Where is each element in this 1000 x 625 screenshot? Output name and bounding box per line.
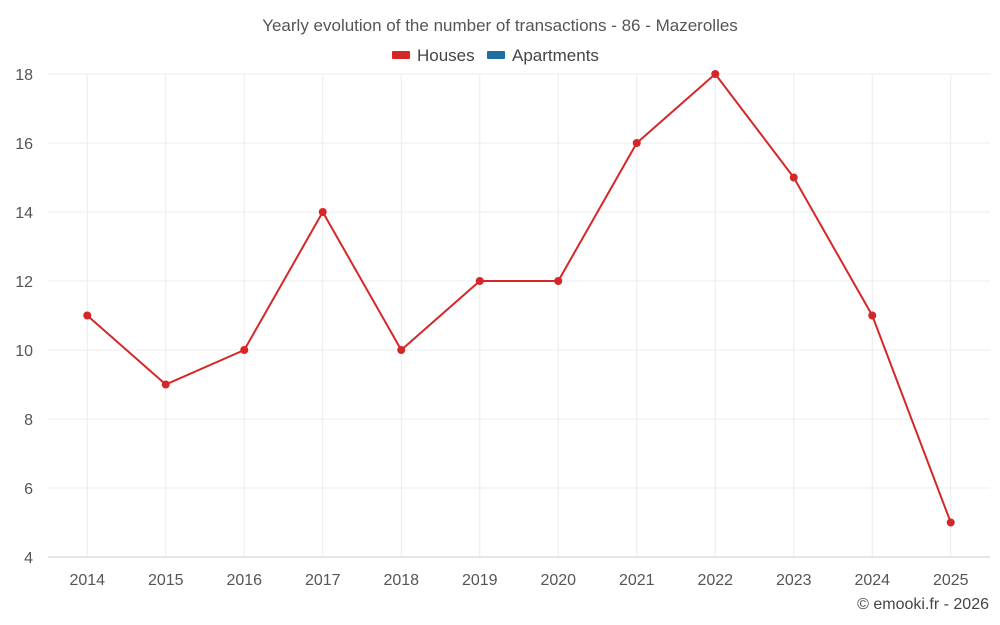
series-houses: [83, 70, 955, 527]
legend: Houses Apartments: [392, 46, 599, 65]
x-tick-label: 2024: [854, 572, 890, 589]
grid: [48, 73, 990, 558]
houses-point-2018[interactable]: [397, 346, 406, 354]
x-tick-label: 2019: [462, 572, 498, 589]
legend-item-apartments[interactable]: Apartments: [487, 46, 599, 65]
y-tick-label: 10: [15, 343, 33, 360]
y-tick-label: 8: [24, 412, 33, 429]
houses-point-2019[interactable]: [475, 277, 484, 285]
houses-point-2025[interactable]: [946, 518, 955, 527]
houses-point-2022[interactable]: [711, 70, 720, 78]
credit-text: © emooki.fr - 2026: [857, 596, 989, 613]
legend-swatch-houses: [392, 51, 410, 59]
y-tick-label: 12: [15, 274, 33, 291]
y-tick-label: 6: [24, 481, 33, 498]
houses-point-2015[interactable]: [161, 380, 170, 389]
houses-point-2024[interactable]: [868, 311, 877, 320]
x-tick-label: 2015: [148, 572, 184, 589]
legend-swatch-apartments: [487, 51, 505, 59]
houses-line: [86, 73, 952, 523]
legend-item-houses[interactable]: Houses: [392, 46, 475, 65]
houses-point-2020[interactable]: [554, 277, 563, 285]
houses-point-2017[interactable]: [318, 208, 327, 216]
x-tick-label: 2016: [226, 572, 262, 589]
x-tick-label: 2025: [933, 572, 969, 589]
houses-point-2016[interactable]: [240, 346, 249, 354]
legend-label-apartments: Apartments: [512, 46, 599, 65]
x-tick-label: 2022: [697, 572, 733, 589]
x-tick-label: 2017: [305, 572, 341, 589]
x-tick-label: 2018: [383, 572, 419, 589]
y-tick-label: 4: [24, 550, 33, 567]
legend-label-houses: Houses: [417, 46, 475, 65]
y-axis: 4 6 8 10 12 14 16 18: [15, 67, 33, 567]
x-tick-label: 2020: [540, 572, 576, 589]
x-axis: 2014 2015 2016 2017 2018 2019 2020 2021 2022 2023…: [69, 572, 968, 589]
houses-point-2014[interactable]: [83, 311, 92, 320]
x-tick-label: 2021: [619, 572, 655, 589]
x-tick-label: 2023: [776, 572, 812, 589]
houses-point-2021[interactable]: [632, 139, 641, 147]
y-tick-label: 14: [15, 205, 33, 222]
y-tick-label: 18: [15, 67, 33, 84]
chart-title: Yearly evolution of the number of transa…: [262, 16, 738, 35]
x-tick-label: 2014: [69, 572, 105, 589]
houses-point-2023[interactable]: [789, 173, 798, 182]
y-tick-label: 16: [15, 136, 33, 153]
